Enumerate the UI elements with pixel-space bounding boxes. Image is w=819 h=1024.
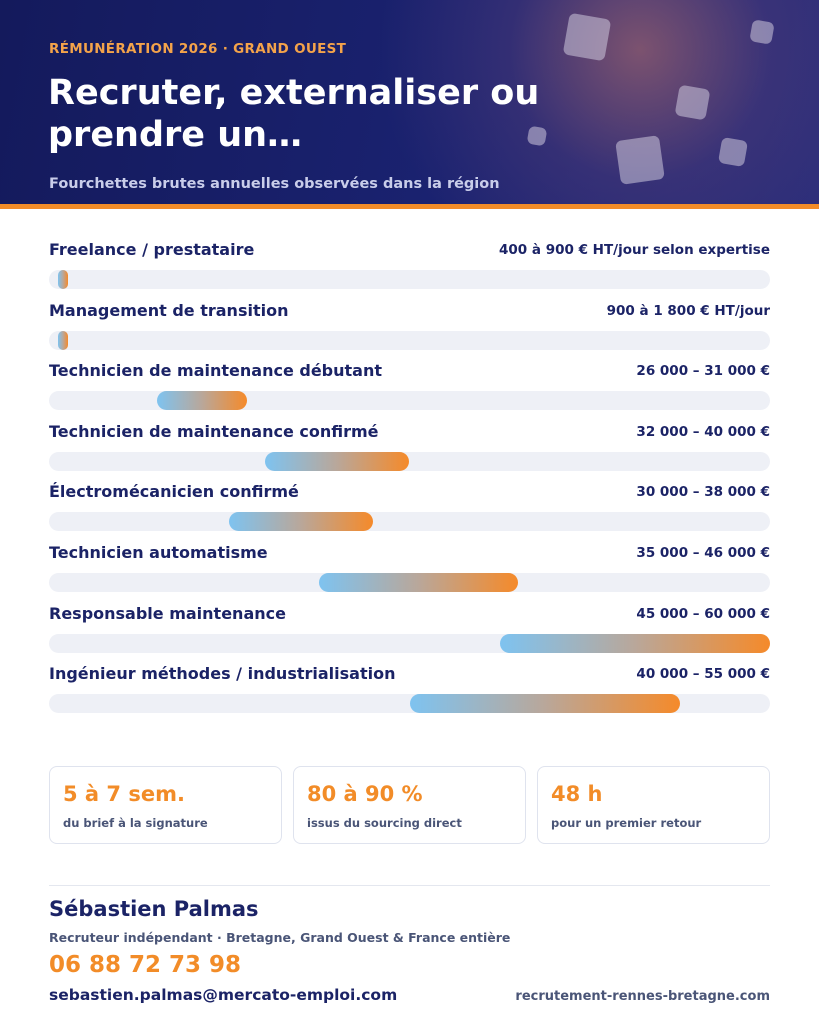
divider [49, 885, 770, 886]
page-subtitle: Fourchettes brutes annuelles observées d… [49, 176, 500, 192]
range-track [49, 451, 770, 471]
row-value: 45 000 – 60 000 € [636, 605, 770, 622]
range-fill [57, 270, 68, 289]
range-fill [157, 391, 248, 411]
salary-row: Technicien automatisme 35 000 – 46 000 € [49, 541, 770, 602]
range-fill [265, 451, 410, 471]
row-label: Responsable maintenance [49, 603, 286, 623]
contact-email[interactable]: sebastien.palmas@mercato-emploi.com [49, 986, 398, 1004]
stat-card: 80 à 90 % issus du sourcing direct [293, 766, 526, 844]
contact-phone[interactable]: 06 88 72 73 98 [49, 952, 242, 978]
range-track [49, 391, 770, 411]
row-value: 35 000 – 46 000 € [636, 544, 770, 561]
stat-value: 48 h [551, 782, 603, 806]
row-label: Électromécanicien confirmé [49, 482, 299, 502]
row-value: 40 000 – 55 000 € [636, 666, 770, 683]
salary-row: Technicien de maintenance confirmé 32 00… [49, 420, 770, 481]
range-track [49, 694, 770, 714]
stat-card: 5 à 7 sem. du brief à la signature [49, 766, 282, 844]
salary-row: Freelance / prestataire 400 à 900 € HT/j… [49, 238, 770, 299]
row-value: 30 000 – 38 000 € [636, 484, 770, 501]
stat-label: du brief à la signature [63, 816, 208, 830]
decorative-square [562, 12, 612, 62]
row-value: 400 à 900 € HT/jour selon expertise [499, 242, 770, 258]
decorative-square [749, 19, 775, 45]
row-label: Freelance / prestataire [49, 240, 255, 259]
range-track [49, 512, 770, 532]
salary-row: Électromécanicien confirmé 30 000 – 38 0… [49, 480, 770, 541]
row-value: 900 à 1 800 € HT/jour [606, 302, 770, 319]
range-fill [319, 572, 518, 592]
contact-name: Sébastien Palmas [49, 897, 259, 921]
row-value: 32 000 – 40 000 € [636, 423, 770, 440]
salary-row: Technicien de maintenance débutant 26 00… [49, 359, 770, 420]
contact-website[interactable]: recrutement-rennes-bretagne.com [515, 989, 770, 1004]
stat-card: 48 h pour un premier retour [537, 766, 770, 844]
range-fill [499, 633, 770, 653]
range-track [49, 330, 770, 350]
range-track [49, 572, 770, 592]
decorative-square [615, 135, 665, 185]
row-label: Technicien de maintenance confirmé [49, 421, 379, 441]
decorative-square [717, 136, 749, 168]
key-figures: 5 à 7 sem. du brief à la signature 80 à … [49, 766, 770, 845]
salary-row: Ingénieur méthodes / industrialisation 4… [49, 662, 770, 723]
row-label: Technicien automatisme [49, 542, 268, 562]
salary-row: Responsable maintenance 45 000 – 60 000 … [49, 602, 770, 663]
row-label: Technicien de maintenance débutant [49, 361, 383, 381]
range-track [49, 270, 770, 289]
row-label: Ingénieur méthodes / industrialisation [49, 664, 396, 684]
stat-value: 80 à 90 % [307, 782, 423, 806]
salary-row: Management de transition 900 à 1 800 € H… [49, 299, 770, 360]
row-label: Management de transition [49, 300, 289, 320]
row-value: 26 000 – 31 000 € [636, 363, 770, 380]
stat-label: issus du sourcing direct [307, 816, 462, 830]
eyebrow: RÉMUNÉRATION 2026 · GRAND OUEST [49, 41, 347, 57]
stat-value: 5 à 7 sem. [63, 782, 185, 806]
stat-label: pour un premier retour [551, 816, 702, 830]
range-fill [409, 694, 680, 714]
range-fill [57, 330, 68, 350]
hero-banner: RÉMUNÉRATION 2026 · GRAND OUEST Recruter… [0, 0, 819, 204]
page-title: Recruter, externaliser ou prendre un… [48, 73, 540, 155]
salary-ranges: Freelance / prestataire 400 à 900 € HT/j… [49, 238, 770, 723]
decorative-square [674, 84, 711, 121]
range-track [49, 633, 770, 653]
contact-role: Recruteur indépendant · Bretagne, Grand … [49, 930, 511, 945]
accent-bar [0, 204, 819, 209]
range-fill [229, 512, 374, 532]
